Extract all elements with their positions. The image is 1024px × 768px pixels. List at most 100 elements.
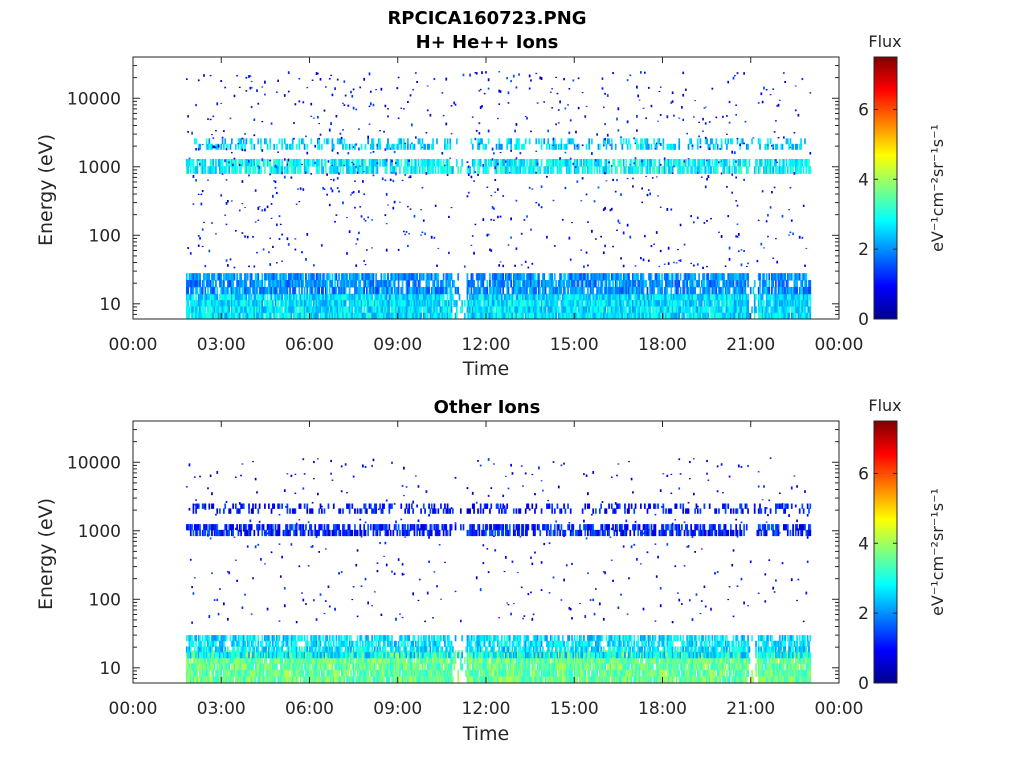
panel-h-he-ions: H+ He++ Ions 00:00 03:00 06:00 09:00 12:00 15…: [35, 32, 947, 380]
flux-cell: [275, 158, 278, 167]
flux-cell: [418, 300, 421, 307]
flux-cell: [622, 293, 625, 301]
flux-cell: [790, 158, 793, 167]
flux-cell: [489, 273, 491, 281]
flux-cell: [576, 293, 579, 301]
flux-cell: [583, 286, 585, 295]
flux-cell: [646, 286, 649, 295]
flux-cell: [551, 143, 554, 150]
flux-cell: [413, 293, 416, 301]
flux-cell: [610, 138, 613, 145]
flux-cell: [718, 300, 720, 307]
flux-cell: [744, 120, 747, 123]
flux-cell: [440, 306, 442, 314]
flux-cell: [233, 273, 236, 281]
flux-cell: [422, 306, 425, 314]
flux-cell: [720, 312, 723, 320]
flux-cell: [479, 306, 482, 314]
flux-cell: [293, 280, 295, 288]
flux-cell: [331, 293, 334, 301]
flux-cell: [275, 286, 278, 295]
flux-cell: [317, 300, 319, 307]
flux-cell: [305, 293, 307, 301]
flux-cell: [257, 273, 260, 281]
flux-cell: [391, 160, 393, 163]
flux-cell: [691, 306, 694, 314]
flux-cell: [716, 300, 719, 307]
flux-cell: [597, 312, 600, 320]
flux-cell: [338, 293, 340, 301]
flux-cell: [551, 166, 554, 174]
flux-cell: [724, 300, 727, 307]
flux-cell: [384, 179, 387, 182]
flux-cell: [241, 143, 244, 150]
flux-cell: [585, 158, 588, 167]
flux-cell: [324, 293, 327, 301]
flux-cell: [591, 286, 593, 295]
flux-cell: [221, 293, 224, 301]
flux-cell: [722, 158, 724, 167]
flux-cell: [696, 143, 699, 150]
flux-cell: [359, 306, 362, 314]
flux-cell: [281, 312, 283, 320]
flux-cell: [622, 300, 625, 307]
flux-cell: [571, 286, 573, 295]
flux-cell: [302, 138, 305, 145]
flux-cell: [257, 206, 260, 210]
flux-cell: [736, 72, 739, 75]
flux-cell: [291, 158, 294, 167]
flux-cell: [197, 159, 200, 161]
flux-cell: [293, 137, 295, 140]
flux-cell: [365, 286, 368, 295]
flux-cell: [763, 286, 765, 295]
flux-cell: [207, 635, 209, 642]
flux-cell: [213, 599, 216, 601]
flux-cell: [322, 280, 325, 288]
flux-cell: [690, 273, 693, 281]
flux-cell: [258, 300, 261, 307]
flux-cell: [356, 166, 359, 174]
flux-cell: [763, 166, 765, 174]
flux-cell: [643, 300, 646, 307]
flux-cell: [441, 312, 444, 320]
flux-cell: [682, 71, 685, 75]
flux-cell: [563, 280, 565, 288]
flux-cell: [526, 286, 528, 295]
flux-cell: [297, 166, 299, 174]
flux-cell: [733, 300, 736, 307]
flux-cell: [339, 293, 342, 301]
flux-cell: [393, 306, 396, 314]
flux-cell: [331, 280, 334, 288]
flux-cell: [546, 280, 548, 288]
flux-cell: [310, 172, 313, 175]
flux-cell: [208, 635, 211, 642]
flux-cell: [287, 312, 290, 320]
flux-cell: [511, 286, 514, 295]
flux-cell: [322, 300, 325, 307]
flux-cell: [191, 635, 193, 642]
flux-cell: [733, 312, 736, 320]
flux-cell: [195, 293, 197, 301]
flux-cell: [283, 175, 286, 179]
flux-cell: [388, 280, 391, 288]
flux-cell: [245, 286, 248, 295]
flux-cell: [193, 476, 196, 478]
flux-cell: [753, 306, 756, 314]
flux-cell: [698, 273, 700, 281]
flux-cell: [502, 280, 505, 288]
flux-cell: [211, 669, 213, 677]
flux-cell: [491, 206, 494, 209]
flux-cell: [781, 214, 784, 218]
flux-cell: [544, 286, 547, 295]
flux-cell: [736, 306, 739, 314]
flux-cell: [445, 166, 448, 174]
flux-cell: [711, 300, 714, 307]
flux-cell: [185, 312, 188, 320]
flux-cell: [485, 293, 487, 301]
flux-cell: [234, 143, 237, 150]
flux-cell: [294, 306, 297, 314]
flux-cell: [232, 300, 234, 307]
flux-cell: [501, 280, 503, 288]
flux-cell: [358, 280, 360, 288]
flux-cell: [572, 300, 575, 307]
